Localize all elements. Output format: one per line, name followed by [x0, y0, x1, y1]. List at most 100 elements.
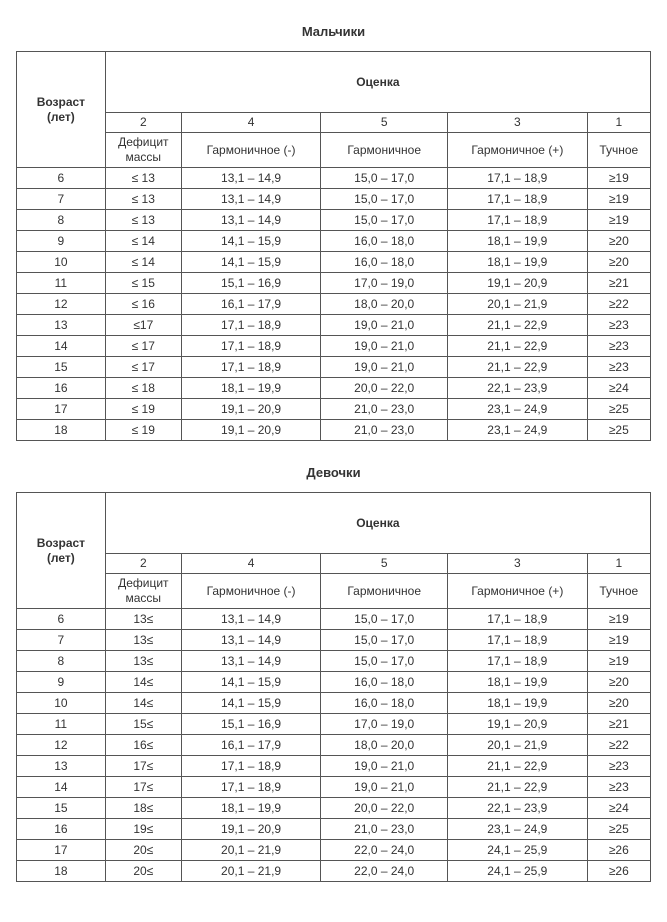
table-row: 7≤ 1313,1 – 14,915,0 – 17,017,1 – 18,9≥1…: [17, 189, 651, 210]
value-cell: ≥23: [587, 315, 650, 336]
value-cell: 14≤: [105, 672, 181, 693]
score-label-0: Дефицитмассы: [105, 574, 181, 609]
value-cell: ≤17: [105, 315, 181, 336]
value-cell: 19,1 – 20,9: [448, 714, 587, 735]
value-cell: ≤ 14: [105, 231, 181, 252]
score-header: Оценка: [105, 52, 650, 113]
value-cell: 21,0 – 23,0: [321, 819, 448, 840]
value-cell: 13≤: [105, 651, 181, 672]
score-number-3: 3: [448, 113, 587, 133]
age-cell: 17: [17, 399, 106, 420]
value-cell: ≥20: [587, 693, 650, 714]
age-cell: 14: [17, 777, 106, 798]
value-cell: 22,0 – 24,0: [321, 840, 448, 861]
age-header: Возраст(лет): [17, 52, 106, 168]
value-cell: 16,0 – 18,0: [321, 672, 448, 693]
value-cell: ≥25: [587, 399, 650, 420]
age-header: Возраст(лет): [17, 493, 106, 609]
value-cell: 21,1 – 22,9: [448, 336, 587, 357]
value-cell: 17,1 – 18,9: [448, 210, 587, 231]
table-row: 18≤ 1919,1 – 20,921,0 – 23,023,1 – 24,9≥…: [17, 420, 651, 441]
value-cell: 15,0 – 17,0: [321, 609, 448, 630]
value-cell: 17,1 – 18,9: [181, 756, 320, 777]
value-cell: 21,0 – 23,0: [321, 420, 448, 441]
value-cell: 16,1 – 17,9: [181, 294, 320, 315]
value-cell: 13,1 – 14,9: [181, 168, 320, 189]
value-cell: 17,1 – 18,9: [448, 189, 587, 210]
value-cell: ≥19: [587, 189, 650, 210]
value-cell: ≤ 14: [105, 252, 181, 273]
score-number-0: 2: [105, 113, 181, 133]
value-cell: 14,1 – 15,9: [181, 693, 320, 714]
value-cell: 19,0 – 21,0: [321, 315, 448, 336]
value-cell: 20,1 – 21,9: [448, 735, 587, 756]
table-row: 12≤ 1616,1 – 17,918,0 – 20,020,1 – 21,9≥…: [17, 294, 651, 315]
value-cell: 20,0 – 22,0: [321, 378, 448, 399]
table-row: 713≤13,1 – 14,915,0 – 17,017,1 – 18,9≥19: [17, 630, 651, 651]
value-cell: 15,0 – 17,0: [321, 168, 448, 189]
value-cell: ≤ 17: [105, 336, 181, 357]
table-row: 6≤ 1313,1 – 14,915,0 – 17,017,1 – 18,9≥1…: [17, 168, 651, 189]
age-cell: 6: [17, 168, 106, 189]
value-cell: ≥23: [587, 357, 650, 378]
value-cell: 22,1 – 23,9: [448, 378, 587, 399]
value-cell: 20,1 – 21,9: [181, 861, 320, 882]
value-cell: ≥24: [587, 798, 650, 819]
value-cell: ≥26: [587, 840, 650, 861]
table-row: 15≤ 1717,1 – 18,919,0 – 21,021,1 – 22,9≥…: [17, 357, 651, 378]
boys-title: Мальчики: [16, 24, 651, 39]
score-header: Оценка: [105, 493, 650, 554]
value-cell: 15,0 – 17,0: [321, 630, 448, 651]
value-cell: 18,0 – 20,0: [321, 294, 448, 315]
age-cell: 16: [17, 378, 106, 399]
value-cell: 17,1 – 18,9: [448, 630, 587, 651]
age-cell: 9: [17, 672, 106, 693]
value-cell: 16,1 – 17,9: [181, 735, 320, 756]
value-cell: ≤ 18: [105, 378, 181, 399]
age-cell: 12: [17, 735, 106, 756]
value-cell: 19,1 – 20,9: [181, 399, 320, 420]
value-cell: 21,0 – 23,0: [321, 399, 448, 420]
value-cell: ≥19: [587, 651, 650, 672]
value-cell: 18,1 – 19,9: [448, 252, 587, 273]
age-cell: 14: [17, 336, 106, 357]
value-cell: 17,1 – 18,9: [181, 336, 320, 357]
value-cell: 19≤: [105, 819, 181, 840]
value-cell: ≥22: [587, 294, 650, 315]
age-cell: 10: [17, 252, 106, 273]
value-cell: 19,0 – 21,0: [321, 357, 448, 378]
score-label-1: Гармоничное (-): [181, 133, 320, 168]
value-cell: 19,0 – 21,0: [321, 777, 448, 798]
value-cell: ≤ 19: [105, 420, 181, 441]
value-cell: 17,1 – 18,9: [181, 777, 320, 798]
age-cell: 6: [17, 609, 106, 630]
value-cell: 17≤: [105, 756, 181, 777]
value-cell: 21,1 – 22,9: [448, 357, 587, 378]
value-cell: ≥21: [587, 714, 650, 735]
value-cell: ≥26: [587, 861, 650, 882]
age-cell: 11: [17, 714, 106, 735]
score-label-2: Гармоничное: [321, 574, 448, 609]
boys-table: Возраст(лет)Оценка24531ДефицитмассыГармо…: [16, 51, 651, 441]
table-row: 1720≤20,1 – 21,922,0 – 24,024,1 – 25,9≥2…: [17, 840, 651, 861]
table-row: 8≤ 1313,1 – 14,915,0 – 17,017,1 – 18,9≥1…: [17, 210, 651, 231]
age-cell: 12: [17, 294, 106, 315]
table-row: 11≤ 1515,1 – 16,917,0 – 19,019,1 – 20,9≥…: [17, 273, 651, 294]
age-cell: 7: [17, 189, 106, 210]
value-cell: 16,0 – 18,0: [321, 252, 448, 273]
value-cell: 14,1 – 15,9: [181, 672, 320, 693]
value-cell: 17≤: [105, 777, 181, 798]
value-cell: ≥23: [587, 336, 650, 357]
value-cell: 13,1 – 14,9: [181, 210, 320, 231]
value-cell: 20≤: [105, 861, 181, 882]
score-label-0: Дефицитмассы: [105, 133, 181, 168]
value-cell: 19,1 – 20,9: [448, 273, 587, 294]
value-cell: 13≤: [105, 630, 181, 651]
value-cell: 18,1 – 19,9: [448, 231, 587, 252]
age-cell: 11: [17, 273, 106, 294]
value-cell: 17,1 – 18,9: [181, 357, 320, 378]
table-row: 1518≤18,1 – 19,920,0 – 22,022,1 – 23,9≥2…: [17, 798, 651, 819]
age-cell: 9: [17, 231, 106, 252]
value-cell: 19,1 – 20,9: [181, 819, 320, 840]
score-number-2: 5: [321, 113, 448, 133]
